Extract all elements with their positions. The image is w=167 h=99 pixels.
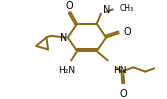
Text: N: N bbox=[60, 32, 67, 42]
Text: N: N bbox=[103, 5, 110, 15]
Text: O: O bbox=[124, 27, 132, 37]
Text: HN: HN bbox=[113, 66, 126, 75]
Text: O: O bbox=[119, 89, 127, 99]
Text: CH₃: CH₃ bbox=[120, 4, 134, 13]
Text: H₂N: H₂N bbox=[58, 67, 75, 75]
Text: O: O bbox=[66, 1, 73, 11]
